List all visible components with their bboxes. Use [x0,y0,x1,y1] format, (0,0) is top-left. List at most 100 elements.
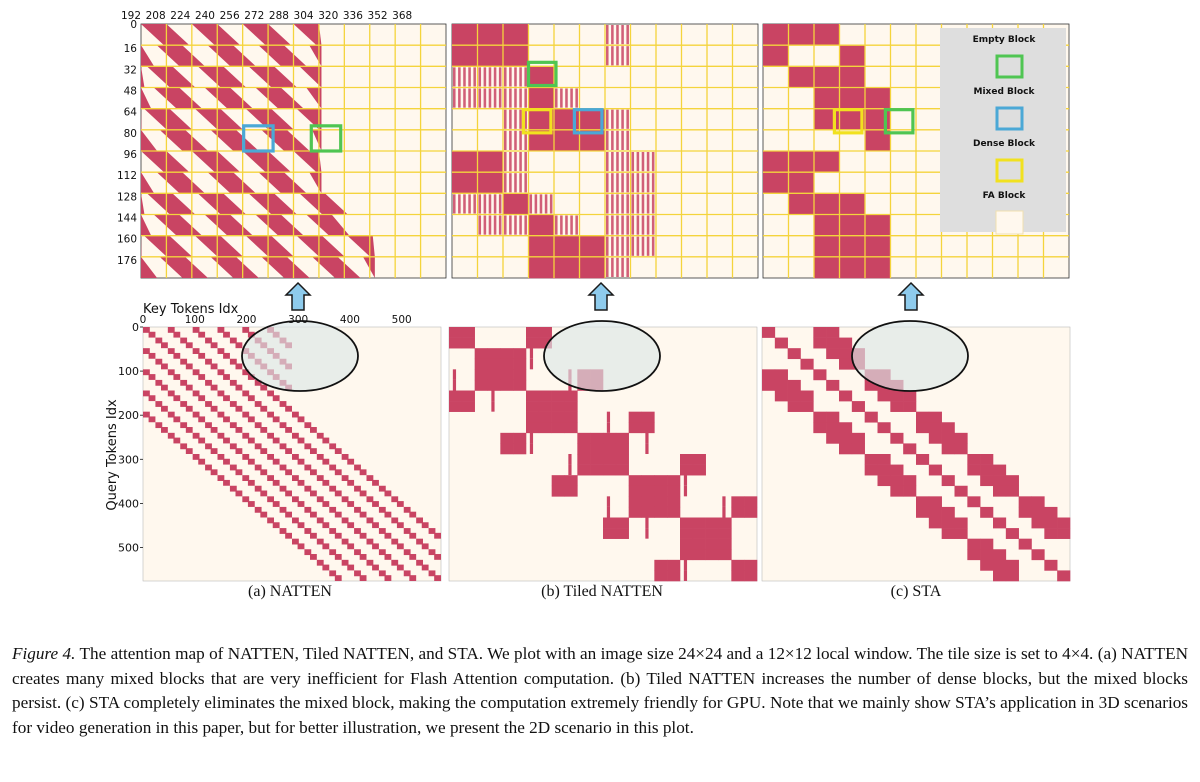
attn-cell [292,538,299,545]
mixed-stripe [621,173,624,193]
mixed-band [261,256,310,278]
dense-cell [839,66,866,88]
mixed-stripe [646,236,650,256]
attn-cell [155,358,163,365]
attn-cell [692,517,706,529]
attn-cell [403,549,411,556]
mixed-stripe [524,130,527,150]
attn-mixed-cell [568,454,572,465]
top-y-tick: 0 [130,19,137,31]
mixed-stripe [473,88,476,108]
attn-cell [167,432,175,439]
attn-cell [223,416,230,423]
mixed-band [191,24,241,46]
attn-cell [826,411,840,423]
attn-cell [329,528,337,534]
attn-cell [285,511,292,518]
attn-cell [628,496,642,508]
mixed-stripe [498,67,502,87]
attn-cell [1018,506,1032,518]
dense-cell [788,172,815,194]
attn-cell [1031,517,1045,529]
attn-cell [192,369,200,376]
mixed-stripe [616,215,619,235]
attn-cell [564,485,578,497]
attn-cell [217,454,225,460]
mixed-stripe [631,194,635,214]
attn-cell [826,348,840,360]
attn-cell [341,559,349,566]
mixed-stripe [483,194,487,214]
top-x-tick: 240 [195,10,215,22]
zoom-map-tiled-natten [451,23,759,279]
attn-cell [564,401,578,412]
mixed-stripe [483,215,487,235]
attn-cell [980,475,994,487]
mixed-stripe [626,194,629,214]
mixed-stripe [565,88,568,108]
empty-block-marker [526,60,558,88]
mixed-stripe [631,236,635,256]
mixed-stripe [478,215,482,235]
top-x-tick: 288 [269,10,289,22]
attn-cell [774,337,788,349]
attn-cell [279,464,287,471]
attn-cell [359,511,367,518]
mixed-stripe [504,109,507,129]
attn-cell [198,395,206,402]
attn-cell [217,475,225,481]
mixed-stripe [519,88,522,108]
attn-cell [254,464,262,471]
attn-cell [297,479,305,486]
attn-cell [285,448,292,454]
mixed-stripe [651,152,655,172]
attn-cell [903,485,917,497]
attn-cell [538,337,552,349]
attn-cell [341,496,349,503]
attn-cell [787,401,801,412]
figure-label: Figure 4. [12,644,76,663]
attn-cell [366,475,374,481]
attn-cell [322,458,330,465]
attn-cell [903,475,917,487]
mixed-stripe [641,194,645,214]
attn-mixed-cell [645,432,649,444]
mixed-stripe [616,46,619,66]
mixed-band [147,193,196,215]
attn-cell [210,448,218,454]
attn-cell [615,443,629,455]
attn-cell [372,501,379,507]
attn-cell [538,401,552,412]
attn-cell [292,517,299,524]
top-y-tick: 96 [124,149,138,161]
dense-cell [528,235,555,258]
mixed-band [141,129,158,151]
attn-cell [538,390,552,402]
attn-cell [354,549,361,556]
attn-cell [434,575,441,581]
attn-cell [916,422,930,434]
attn-cell [967,464,981,476]
attn-cell [731,559,745,571]
bottom-x-tick: 100 [185,314,205,326]
attn-cell [260,469,268,476]
attn-cell [980,549,994,561]
attn-cell [292,475,299,481]
attn-cell [310,511,317,518]
attn-cell [316,517,324,524]
mixed-stripe [621,130,624,150]
mixed-stripe [631,173,635,193]
mixed-band [258,45,307,67]
mixed-stripe [611,152,614,172]
mixed-stripe [524,215,527,235]
top-x-tick: 224 [170,10,190,22]
attn-cell [359,490,367,497]
mixed-stripe [534,194,538,214]
attn-cell [577,454,591,465]
attn-cell [680,549,694,561]
attn-cell [890,485,904,497]
attn-cell [242,496,250,503]
attn-cell [731,496,745,508]
attn-cell [551,475,565,487]
attn-mixed-cell [683,475,688,486]
